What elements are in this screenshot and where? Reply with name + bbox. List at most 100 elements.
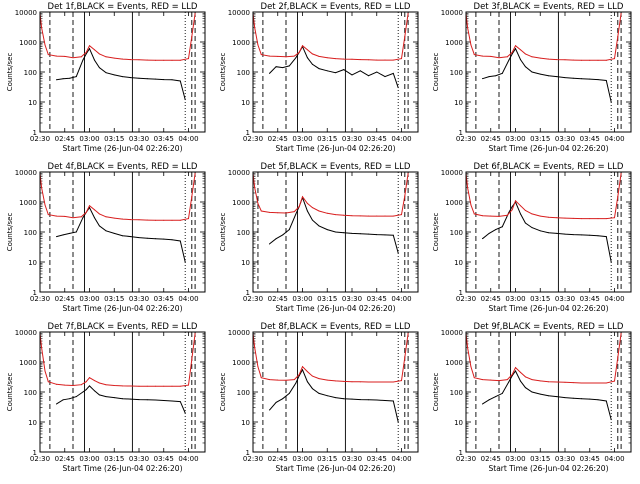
data-point-events [605,80,607,82]
data-point-lld [490,55,492,57]
x-tick-label: 02:45 [481,455,501,463]
data-point-events [531,227,533,229]
data-point-lld [293,379,295,381]
data-point-events [89,385,90,387]
data-point-lld [138,59,140,61]
data-point-events [282,67,284,69]
x-tick-label: 04:00 [604,295,624,303]
y-tick-label: 1000 [19,359,37,367]
x-tick-label: 02:30 [30,135,50,143]
data-point-lld [85,381,87,383]
x-tick-label: 03:30 [342,455,362,463]
series-line-events [482,200,612,263]
data-point-lld [179,219,181,221]
data-point-events [179,80,181,82]
data-point-lld [343,58,345,60]
data-point-events [351,398,353,400]
data-point-events [171,239,173,241]
data-point-lld [285,212,287,214]
data-point-lld [326,379,328,381]
y-tick-label: 10000 [228,169,250,177]
data-point-lld [188,58,189,60]
x-tick-label: 03:45 [580,135,600,143]
data-point-lld [47,214,49,216]
data-point-lld [556,381,558,383]
data-point-events [597,79,599,81]
x-tick-label: 03:00 [79,135,99,143]
data-point-lld [482,379,483,381]
data-point-lld [89,377,90,379]
data-point-events [138,399,140,401]
x-tick-label: 03:00 [292,455,312,463]
data-point-events [519,380,521,382]
data-point-lld [359,215,361,217]
data-point-events [397,87,399,89]
data-point-lld [589,59,591,61]
data-point-events [113,74,115,76]
data-point-lld [376,215,378,217]
series-line-lld [40,333,196,387]
data-point-events [572,234,574,236]
y-tick-label: 100 [24,69,37,77]
series-line-lld [466,333,622,384]
data-point-events [179,401,181,403]
panel-title: Det 5f,BLACK = Events, RED = LLD [261,162,411,172]
data-point-lld [539,57,541,59]
y-axis-label: Counts/sec [219,53,227,92]
data-point-events [62,78,64,80]
y-tick-label: 1 [246,289,250,297]
x-tick-label: 02:30 [456,455,476,463]
data-point-lld [64,384,66,386]
data-point-lld [293,55,295,57]
x-axis-label: Start Time (26-Jun-04 02:26:20) [63,144,183,153]
x-tick-label: 04:00 [178,455,198,463]
data-point-events [130,77,132,79]
data-point-events [288,392,290,394]
data-point-events [318,68,320,70]
series-line-lld [40,13,196,61]
y-tick-label: 100 [24,229,37,237]
data-point-lld [260,210,262,212]
data-point-events [82,391,84,393]
data-point-events [359,399,361,401]
x-tick-label: 03:15 [104,295,124,303]
data-point-lld [194,172,196,174]
plot-frame [465,11,632,133]
data-point-lld [146,59,148,61]
data-point-events [295,213,297,215]
data-point-events [515,48,516,50]
x-tick-label: 04:00 [604,455,624,463]
data-point-lld [539,380,541,382]
panel-det-1: Det 1f,BLACK = Events, RED = LLD Counts/s… [6,2,206,153]
data-point-lld [130,59,132,61]
data-point-events [511,206,513,208]
data-point-events [589,78,591,80]
data-point-lld [93,380,95,382]
data-point-events [556,76,558,78]
x-tick-label: 02:30 [456,135,476,143]
data-point-lld [531,56,533,58]
data-point-lld [524,210,526,212]
x-tick-label: 03:00 [292,135,312,143]
data-point-events [335,231,336,233]
data-point-events [138,237,140,239]
data-point-lld [548,216,549,218]
data-point-events [343,398,345,400]
data-point-events [130,398,132,400]
data-point-events [306,210,308,212]
data-point-lld [572,382,574,384]
panel-det-2: Det 2f,BLACK = Events, RED = LLD Counts/s… [219,2,419,153]
data-point-lld [511,209,513,211]
data-point-events [482,78,483,80]
data-point-lld [318,210,320,212]
data-point-events [275,66,277,68]
y-tick-label: 100 [237,389,250,397]
data-point-lld [605,382,607,384]
data-point-lld [89,45,90,47]
y-tick-label: 10 [454,419,463,427]
data-point-events [146,78,148,80]
y-tick-label: 10000 [228,329,250,337]
y-tick-label: 1 [459,129,463,137]
data-point-lld [155,385,156,387]
data-point-events [155,238,156,240]
